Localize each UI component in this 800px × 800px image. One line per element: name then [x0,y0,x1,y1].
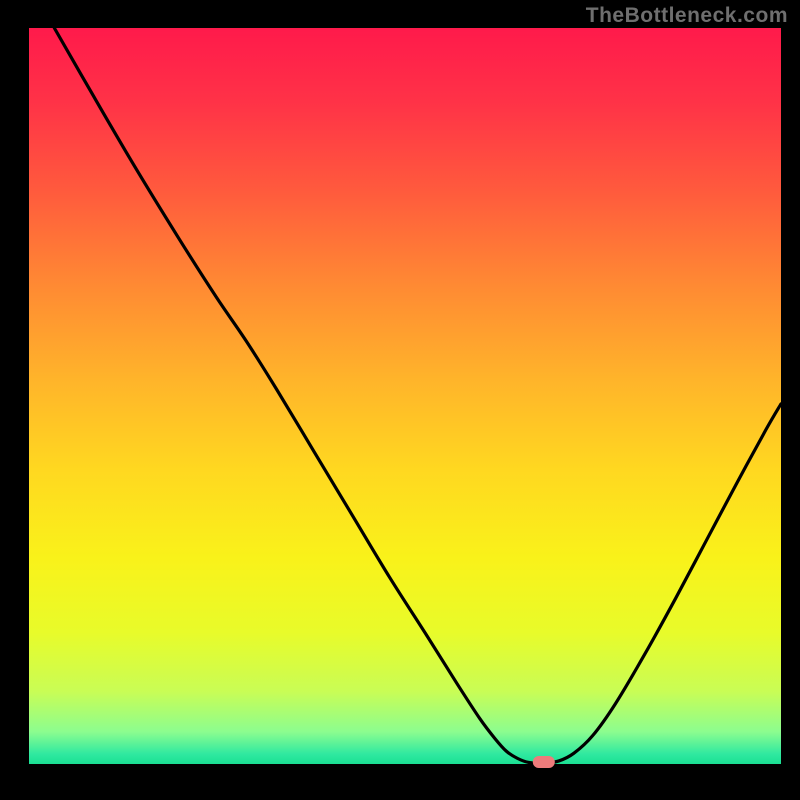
watermark-text: TheBottleneck.com [586,4,788,28]
optimal-marker [533,756,555,768]
plot-background [28,28,781,765]
chart-container: TheBottleneck.com [0,0,800,800]
bottleneck-chart [0,0,800,800]
